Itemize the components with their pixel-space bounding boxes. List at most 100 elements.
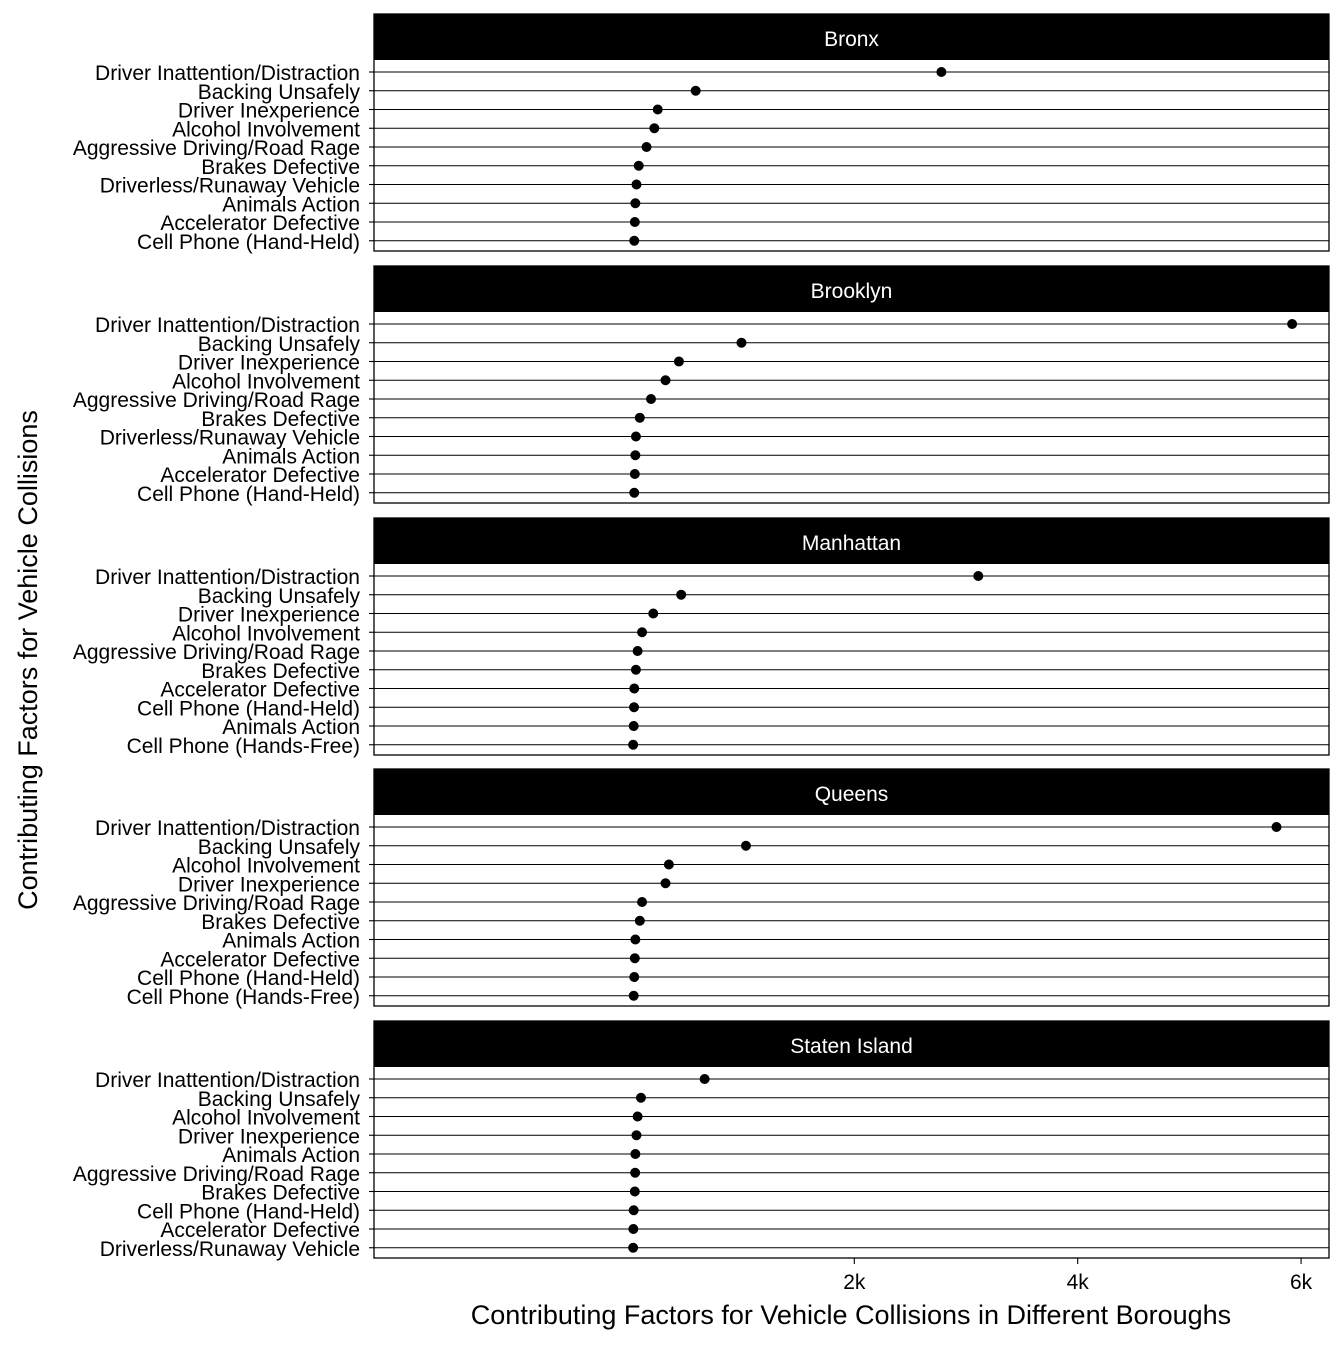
data-point-brakes-defective bbox=[633, 160, 644, 171]
y-tick-label: Backing Unsafely bbox=[198, 1088, 361, 1111]
data-point-driver-inattention-distraction bbox=[699, 1074, 710, 1084]
x-tick-label: 2k bbox=[843, 1271, 866, 1294]
data-point-alcohol-involvement bbox=[637, 627, 648, 638]
y-tick-label: Alcohol Involvement bbox=[172, 370, 360, 393]
data-point-aggressive-driving-road-rage bbox=[646, 394, 657, 404]
data-point-driver-inattention-distraction bbox=[1271, 822, 1282, 832]
data-point-driverless-runaway-vehicle bbox=[628, 1242, 639, 1253]
strip-label: Bronx bbox=[824, 28, 879, 51]
data-point-brakes-defective bbox=[629, 1186, 640, 1197]
y-tick-label: Animals Action bbox=[222, 193, 360, 216]
y-tick-label: Cell Phone (Hand-Held) bbox=[137, 231, 360, 254]
data-point-brakes-defective bbox=[634, 412, 645, 423]
y-tick-label: Animals Action bbox=[222, 1144, 360, 1167]
data-point-cell-phone-hand-held bbox=[629, 235, 640, 246]
data-point-alcohol-involvement bbox=[632, 1111, 643, 1122]
y-axis-title: Contributing Factors for Vehicle Collisi… bbox=[13, 410, 43, 910]
y-tick-label: Accelerator Defective bbox=[160, 212, 360, 235]
data-point-accelerator-defective bbox=[629, 469, 640, 479]
y-tick-label: Cell Phone (Hand-Held) bbox=[137, 967, 360, 990]
data-point-cell-phone-hands-free bbox=[628, 990, 639, 1001]
data-point-aggressive-driving-road-rage bbox=[632, 646, 643, 656]
data-point-alcohol-involvement bbox=[660, 375, 671, 386]
data-point-accelerator-defective bbox=[629, 953, 640, 964]
y-tick-label: Accelerator Defective bbox=[160, 679, 360, 702]
data-point-aggressive-driving-road-rage bbox=[641, 142, 652, 152]
data-point-brakes-defective bbox=[634, 915, 645, 926]
data-point-cell-phone-hands-free bbox=[628, 739, 639, 750]
y-tick-label: Driver Inattention/Distraction bbox=[95, 62, 360, 85]
data-point-accelerator-defective bbox=[629, 217, 640, 227]
y-tick-label: Brakes Defective bbox=[201, 156, 360, 179]
y-tick-label: Accelerator Defective bbox=[160, 464, 360, 487]
data-point-driverless-runaway-vehicle bbox=[630, 431, 641, 442]
y-tick-label: Brakes Defective bbox=[201, 660, 360, 683]
data-point-cell-phone-hand-held bbox=[629, 972, 640, 982]
y-tick-label: Brakes Defective bbox=[201, 408, 360, 431]
y-tick-label: Cell Phone (Hands-Free) bbox=[127, 735, 360, 758]
data-point-brakes-defective bbox=[630, 664, 641, 675]
y-tick-label: Aggressive Driving/Road Rage bbox=[73, 137, 360, 160]
x-tick-label: 6k bbox=[1290, 1271, 1313, 1294]
y-tick-label: Aggressive Driving/Road Rage bbox=[73, 641, 360, 664]
data-point-cell-phone-hand-held bbox=[629, 702, 640, 713]
y-tick-label: Alcohol Involvement bbox=[172, 855, 360, 878]
y-tick-label: Driverless/Runaway Vehicle bbox=[100, 1238, 360, 1261]
y-tick-label: Driver Inexperience bbox=[178, 604, 360, 627]
y-tick-label: Driverless/Runaway Vehicle bbox=[100, 175, 360, 198]
y-tick-label: Backing Unsafely bbox=[198, 585, 361, 608]
data-point-driver-inexperience bbox=[673, 356, 684, 367]
data-point-backing-unsafely bbox=[635, 1092, 646, 1103]
y-tick-label: Brakes Defective bbox=[201, 1182, 360, 1205]
data-point-backing-unsafely bbox=[690, 85, 701, 96]
data-point-driver-inexperience bbox=[648, 608, 659, 619]
y-tick-label: Animals Action bbox=[222, 716, 360, 739]
y-tick-label: Driver Inattention/Distraction bbox=[95, 314, 360, 337]
data-point-backing-unsafely bbox=[676, 589, 687, 600]
strip-background bbox=[374, 769, 1329, 815]
data-point-driver-inexperience bbox=[660, 878, 671, 889]
y-tick-label: Accelerator Defective bbox=[160, 1219, 360, 1242]
data-point-driver-inexperience bbox=[631, 1130, 642, 1141]
data-point-accelerator-defective bbox=[629, 683, 640, 694]
y-tick-label: Aggressive Driving/Road Rage bbox=[73, 892, 360, 915]
x-tick-label: 4k bbox=[1067, 1271, 1090, 1294]
y-tick-label: Driver Inattention/Distraction bbox=[95, 1069, 360, 1092]
data-point-cell-phone-hand-held bbox=[628, 1205, 639, 1216]
y-tick-label: Brakes Defective bbox=[201, 911, 360, 934]
data-point-animals-action bbox=[630, 934, 641, 945]
y-tick-label: Animals Action bbox=[222, 445, 360, 468]
y-tick-label: Cell Phone (Hands-Free) bbox=[127, 986, 360, 1009]
data-point-driver-inattention-distraction bbox=[973, 571, 984, 581]
y-tick-label: Driver Inexperience bbox=[178, 1125, 360, 1148]
y-tick-label: Backing Unsafely bbox=[198, 333, 361, 356]
data-point-driver-inexperience bbox=[652, 104, 663, 115]
y-tick-label: Alcohol Involvement bbox=[172, 118, 360, 141]
strip-background bbox=[374, 266, 1329, 312]
data-point-driver-inattention-distraction bbox=[936, 67, 947, 77]
data-point-driverless-runaway-vehicle bbox=[631, 179, 642, 190]
data-point-animals-action bbox=[630, 450, 641, 461]
data-point-aggressive-driving-road-rage bbox=[630, 1167, 641, 1178]
y-tick-label: Driverless/Runaway Vehicle bbox=[100, 427, 360, 450]
panel-bronx: Bronx Driver Inattention/DistractionBacki… bbox=[73, 13, 1330, 254]
y-tick-label: Alcohol Involvement bbox=[172, 1107, 360, 1130]
y-tick-label: Aggressive Driving/Road Rage bbox=[73, 389, 360, 412]
y-tick-label: Driver Inexperience bbox=[178, 100, 360, 123]
data-point-alcohol-involvement bbox=[649, 123, 660, 134]
panel-staten-island: Staten Island Driver Inattention/Distract… bbox=[73, 1020, 1330, 1261]
y-tick-label: Accelerator Defective bbox=[160, 948, 360, 971]
y-tick-label: Cell Phone (Hand-Held) bbox=[137, 1200, 360, 1223]
y-tick-label: Alcohol Involvement bbox=[172, 622, 360, 645]
y-tick-label: Driver Inattention/Distraction bbox=[95, 817, 360, 840]
strip-label: Staten Island bbox=[790, 1035, 913, 1058]
data-point-aggressive-driving-road-rage bbox=[637, 897, 648, 907]
data-point-animals-action bbox=[628, 721, 639, 731]
strip-label: Brooklyn bbox=[811, 280, 893, 303]
y-tick-label: Aggressive Driving/Road Rage bbox=[73, 1163, 360, 1186]
data-point-alcohol-involvement bbox=[663, 859, 674, 870]
